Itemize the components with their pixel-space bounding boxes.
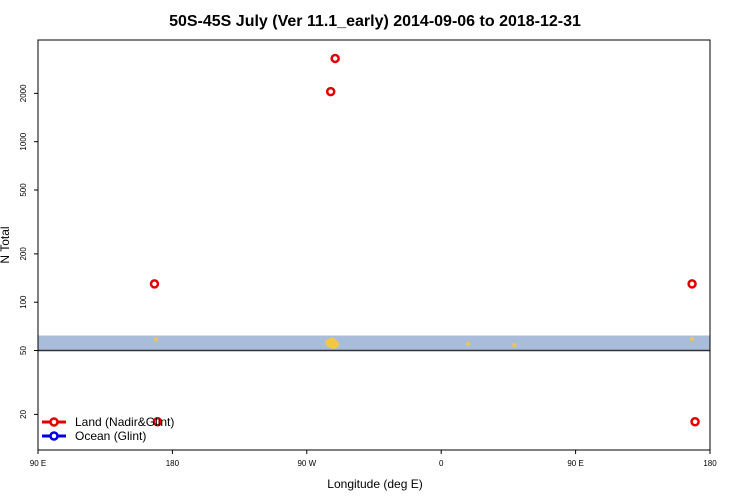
yellow-point [512, 342, 517, 348]
x-tick-label: 90 W [297, 459, 316, 468]
x-tick-label: 90 E [567, 459, 583, 468]
data-point [690, 416, 700, 427]
yellow-point [465, 341, 471, 347]
y-axis-label: N Total [0, 226, 12, 263]
legend-marker-ocean [49, 431, 59, 441]
legend-label-ocean: Ocean (Glint) [75, 429, 146, 443]
legend: Land (Nadir&Glint) Ocean (Glint) [42, 415, 174, 443]
x-tick-label: 0 [439, 459, 444, 468]
ocean-band [38, 335, 710, 351]
data-point [149, 279, 160, 289]
y-tick-label: 200 [19, 247, 28, 261]
y-axis-ticks: 20 50 100 200 500 1000 2000 [19, 84, 38, 419]
y-tick-label: 2000 [19, 84, 28, 102]
data-point [152, 416, 163, 427]
y-tick-label: 1000 [19, 132, 28, 150]
yellow-point [689, 336, 695, 342]
plot-frame [37, 39, 711, 451]
yellow-point [326, 338, 335, 347]
data-point [687, 279, 697, 289]
legend-entry-land: Land (Nadir&Glint) [42, 415, 174, 429]
x-axis-ticks: 90 E 180 90 W 0 90 E 180 [30, 450, 717, 468]
chart-title: 50S-45S July (Ver 11.1_early) 2014-09-06… [169, 13, 581, 30]
data-points-layer [149, 53, 700, 427]
legend-entry-ocean: Ocean (Glint) [42, 429, 146, 443]
x-axis-label: Longitude (deg E) [327, 477, 422, 491]
ocean-band-layer [38, 335, 710, 351]
y-tick-label: 100 [19, 295, 28, 309]
x-tick-label: 180 [703, 459, 717, 468]
yellow-points-layer [153, 336, 695, 350]
data-point [330, 53, 340, 64]
data-point [325, 86, 336, 97]
yellow-point [153, 336, 159, 342]
y-tick-label: 500 [19, 183, 28, 197]
x-tick-label: 90 E [30, 459, 46, 468]
y-tick-label: 20 [19, 409, 28, 418]
y-tick-label: 50 [19, 346, 28, 355]
legend-label-land: Land (Nadir&Glint) [75, 415, 174, 429]
legend-marker-land [49, 417, 59, 427]
x-tick-label: 180 [166, 459, 180, 468]
